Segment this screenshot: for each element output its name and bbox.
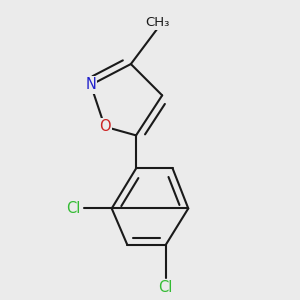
Text: Cl: Cl xyxy=(66,201,80,216)
Text: Cl: Cl xyxy=(158,280,173,295)
Text: CH₃: CH₃ xyxy=(145,16,169,29)
Text: N: N xyxy=(85,77,96,92)
Text: O: O xyxy=(99,119,111,134)
